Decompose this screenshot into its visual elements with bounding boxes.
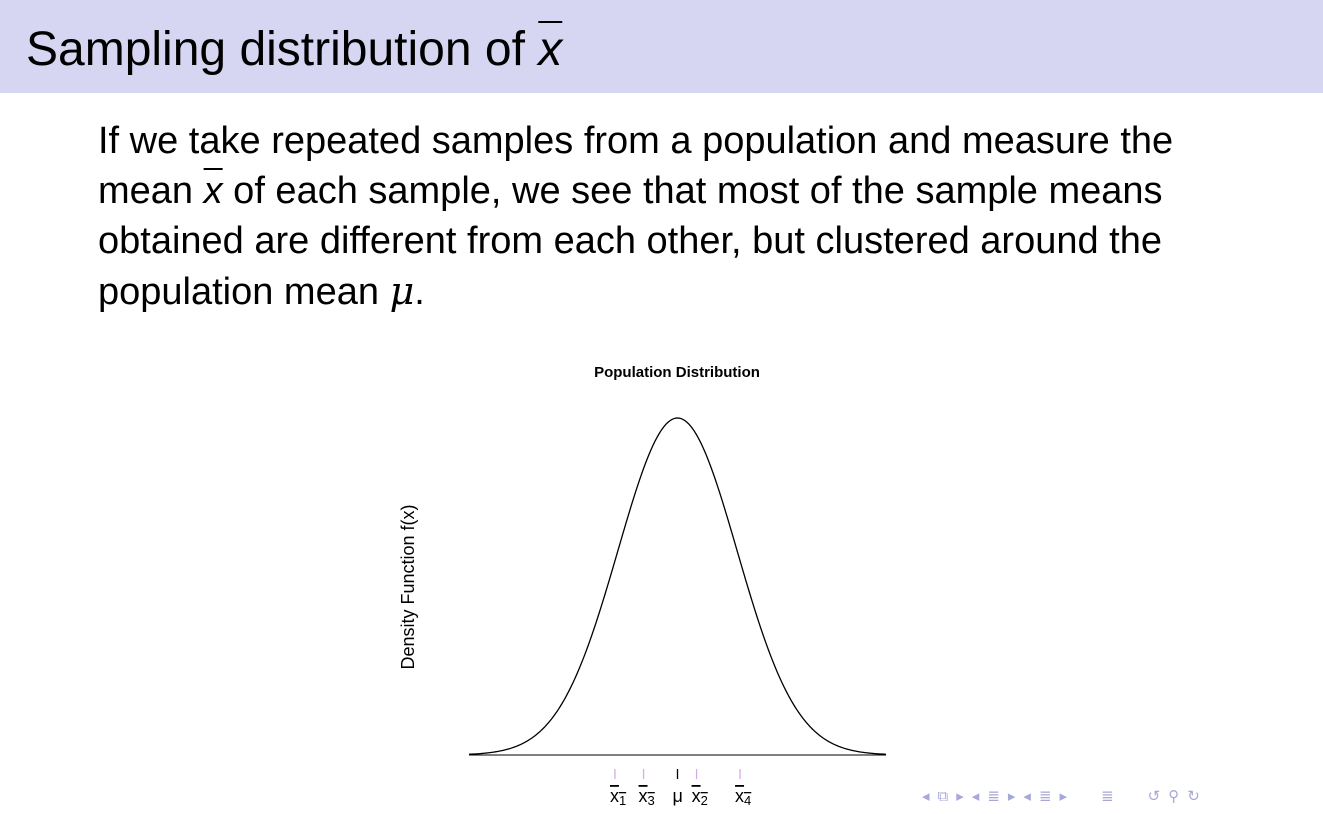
tick-subscript: 1 [619, 793, 626, 808]
slide-title: Sampling distribution of x [26, 22, 562, 78]
tick-subscript: 2 [701, 793, 708, 808]
nav-subsection-left-icon[interactable]: ◂ [971, 787, 980, 805]
nav-section-right-icon[interactable]: ▸ [1059, 787, 1068, 805]
tick-label: μ [673, 786, 683, 806]
tick-subscript: 3 [648, 793, 655, 808]
nav-search-icon[interactable]: ⚲ [1168, 787, 1180, 805]
body-text-part1: If we take repeated samples from a popul… [98, 120, 1174, 212]
slide-title-text: Sampling distribution of [26, 23, 539, 76]
nav-subsection-right-icon[interactable]: ▸ [1007, 787, 1016, 805]
chart-ticks: x1 x3 μ x2 x4 [610, 769, 751, 808]
slide-body: If we take repeated samples from a popul… [98, 116, 1218, 317]
tick-label: x1 [610, 786, 626, 808]
nav-frame-right-icon[interactable]: ▸ [956, 787, 964, 805]
body-text-part2: of each sample, we see that most of the … [98, 170, 1163, 313]
tick-subscript: 4 [744, 793, 751, 808]
chart-y-axis-label: Density Function f(x) [398, 504, 418, 669]
nav-section-left-icon[interactable]: ◂ [1023, 787, 1031, 805]
body-text-part3: . [414, 271, 425, 313]
tick-label: x4 [735, 786, 751, 808]
tick-label: x2 [692, 786, 708, 808]
nav-section-icon[interactable]: ≣ [1038, 787, 1052, 805]
nav-redo-icon[interactable]: ↻ [1187, 787, 1200, 805]
body-mu: μ [389, 269, 415, 313]
chart-title: Population Distribution [594, 364, 760, 381]
beamer-navigation-bar: ◂ ⧉ ▸ ◂ ≣ ▸ ◂ ≣ ▸ ≣ ↺ ⚲ ↻ [920, 784, 1202, 808]
nav-undo-icon[interactable]: ↺ [1147, 787, 1161, 805]
nav-frame-left-icon[interactable]: ◂ [922, 787, 930, 805]
nav-frame-icon[interactable]: ⧉ [937, 787, 949, 805]
nav-subsection-icon[interactable]: ≣ [987, 787, 1000, 805]
tick-label: x3 [639, 786, 655, 808]
title-bar: Sampling distribution of x [0, 0, 1323, 93]
density-curve [468, 417, 887, 755]
body-xbar: x [203, 170, 223, 212]
nav-toc-icon[interactable]: ≣ [1101, 787, 1114, 805]
slide-title-xbar: x [538, 23, 563, 76]
